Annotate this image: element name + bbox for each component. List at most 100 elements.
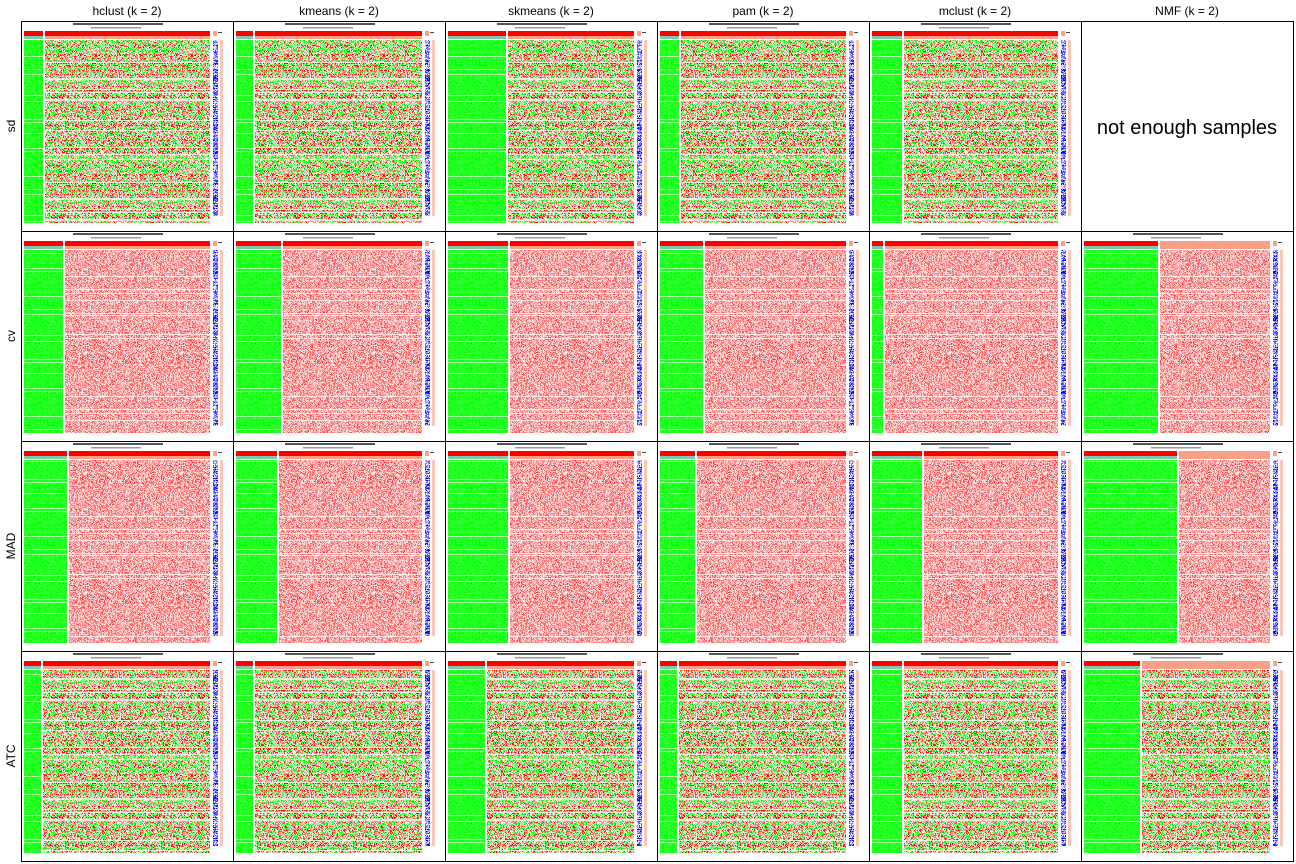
heatmap-block-group1 xyxy=(24,460,67,643)
legend-text-line xyxy=(218,662,222,663)
signature-column xyxy=(425,40,430,216)
silhouette-bar xyxy=(236,246,281,249)
heatmap-block-group2 xyxy=(65,250,210,433)
legend-text-line xyxy=(854,662,858,663)
silhouette-bar xyxy=(448,246,508,249)
k-means-column xyxy=(1068,670,1071,846)
heatmap-panel xyxy=(448,653,647,856)
legend-text-line xyxy=(430,242,434,243)
block-separator xyxy=(679,37,681,226)
class-bar-group1 xyxy=(448,241,508,246)
class-bar-group2 xyxy=(279,451,422,456)
legend-swatch xyxy=(637,31,641,36)
k-means-column xyxy=(432,670,435,846)
heatmap-panel xyxy=(236,233,435,436)
panel-subtitle-text-line xyxy=(1151,447,1201,449)
panel-subtitle-text-line xyxy=(91,447,141,449)
heatmap-panel xyxy=(1084,653,1283,856)
heatmap-panel xyxy=(660,233,859,436)
silhouette-bar xyxy=(448,666,485,669)
block-separator xyxy=(43,37,45,226)
class-bar-group1 xyxy=(448,661,485,666)
signature-column xyxy=(425,460,430,636)
class-bar-group1 xyxy=(236,31,253,36)
heatmap-panel xyxy=(448,23,647,226)
class-bar-group2 xyxy=(1142,661,1270,666)
heatmap-block-group2 xyxy=(1179,460,1270,643)
heatmap-block-group1 xyxy=(660,460,695,643)
column-title-hclust: hclust (k = 2) xyxy=(92,4,161,18)
panel-subtitle-text-line xyxy=(303,657,353,659)
panel-subtitle-text-line xyxy=(939,27,989,29)
panel-title-text-line xyxy=(1133,233,1223,235)
block-separator xyxy=(253,37,255,226)
heatmap-block-group2 xyxy=(69,460,210,643)
block-separator xyxy=(506,37,508,226)
panel-title-text-line xyxy=(709,233,799,235)
silhouette-bar xyxy=(255,36,422,39)
class-bar-group2 xyxy=(697,451,846,456)
panel-title-text-line xyxy=(285,23,375,25)
k-means-column xyxy=(220,250,223,426)
heatmap-panel xyxy=(660,653,859,856)
silhouette-bar xyxy=(510,456,634,459)
signature-column xyxy=(425,670,430,846)
class-bar-group1 xyxy=(448,451,508,456)
class-bar-group1 xyxy=(1084,241,1158,246)
heatmap-block-group1 xyxy=(236,460,277,643)
heatmap-block-group1 xyxy=(448,40,506,223)
class-bar-group1 xyxy=(1084,661,1140,666)
block-separator xyxy=(63,247,65,436)
heatmap-block-group1 xyxy=(24,250,63,433)
heatmap-block-group1 xyxy=(1084,460,1177,643)
column-title-nmf: NMF (k = 2) xyxy=(1155,4,1219,18)
signature-column xyxy=(849,250,854,426)
k-means-column xyxy=(432,250,435,426)
heatmap-block-group2 xyxy=(255,670,422,853)
signature-column xyxy=(1273,670,1278,846)
silhouette-bar xyxy=(1084,246,1158,249)
legend-swatch xyxy=(1061,241,1065,246)
legend-text-line xyxy=(430,662,434,663)
heatmap-block-group1 xyxy=(660,250,703,433)
panel-subtitle-text-line xyxy=(303,27,353,29)
legend-swatch xyxy=(637,661,641,666)
heatmap-block-group1 xyxy=(1084,250,1158,433)
silhouette-bar xyxy=(279,456,422,459)
class-bar-group1 xyxy=(1084,451,1177,456)
heatmap-block-group1 xyxy=(872,250,883,433)
class-bar-group1 xyxy=(872,661,902,666)
legend-text-line xyxy=(218,32,222,33)
legend-swatch xyxy=(1273,451,1277,456)
block-separator xyxy=(695,457,697,646)
panel-subtitle-text-line xyxy=(727,447,777,449)
heatmap-block-group2 xyxy=(924,460,1058,643)
class-bar-group2 xyxy=(255,661,422,666)
silhouette-bar xyxy=(487,666,634,669)
heatmap-block-group2 xyxy=(487,670,634,853)
panel-title-text-line xyxy=(73,233,163,235)
silhouette-bar xyxy=(24,246,63,249)
class-bar-group1 xyxy=(872,241,883,246)
k-means-column xyxy=(1068,250,1071,426)
class-bar-group2 xyxy=(487,661,634,666)
class-bar-group1 xyxy=(448,31,506,36)
class-bar-group2 xyxy=(904,31,1058,36)
class-bar-group2 xyxy=(904,661,1058,666)
heatmap-block-group2 xyxy=(1160,250,1270,433)
row-title-cv: cv xyxy=(4,330,18,342)
panel-title-text-line xyxy=(285,443,375,445)
legend-swatch xyxy=(637,241,641,246)
signature-column xyxy=(213,460,218,636)
legend-swatch xyxy=(1273,241,1277,246)
class-bar-group2 xyxy=(43,661,210,666)
heatmap-block-group2 xyxy=(45,40,210,223)
silhouette-bar xyxy=(24,666,41,669)
legend-text-line xyxy=(854,242,858,243)
panel-title-text-line xyxy=(921,233,1011,235)
block-separator xyxy=(922,457,924,646)
legend-swatch xyxy=(849,661,853,666)
legend-swatch xyxy=(213,241,217,246)
heatmap-panel xyxy=(872,233,1071,436)
k-means-column xyxy=(1280,460,1283,636)
